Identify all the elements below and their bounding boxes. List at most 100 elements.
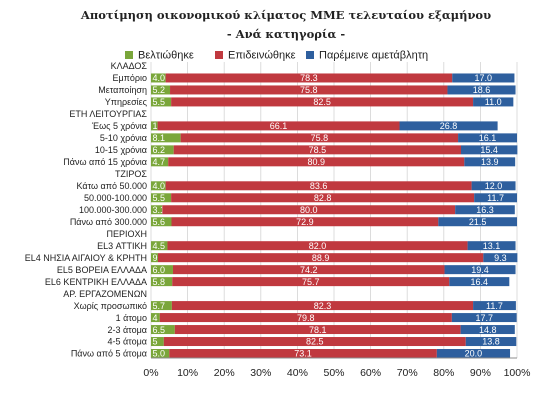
category-label: Κάτω από 50.000: [77, 181, 148, 191]
bar-segment-1: [151, 157, 169, 167]
data-label-1: 5.8: [153, 277, 166, 287]
bar-segment-2: [157, 253, 484, 263]
category-label: Εμπόριο: [112, 73, 147, 83]
category-label: 50.000-100.000: [84, 193, 147, 203]
data-label-2: 80.0: [300, 205, 318, 215]
category-label: EL4 ΝΗΣΙΑ ΑΙΓΑΙΟΥ & ΚΡΗΤΗ: [25, 253, 147, 263]
data-label-2: 82.3: [314, 301, 332, 311]
data-label-3: 26.8: [440, 121, 458, 131]
data-label-3: 19.4: [471, 265, 489, 275]
category-label: Πάνω από 300.000: [70, 217, 147, 227]
data-label-1: 3.1: [153, 205, 166, 215]
bar-segment-3: [467, 241, 516, 251]
data-label-3: 16.3: [476, 205, 494, 215]
data-label-2: 80.9: [307, 157, 325, 167]
category-label: EL5 ΒΟΡΕΙΑ ΕΛΛΑΔΑ: [57, 265, 147, 275]
x-tick-label: 0%: [143, 367, 158, 379]
bar-segment-1: [151, 145, 174, 155]
data-label-2: 88.9: [312, 253, 330, 263]
bar-segment-2: [172, 265, 445, 275]
x-tick-label: 20%: [214, 367, 235, 379]
chart-title: Αποτίμηση οικονομικού κλίματος ΜΜΕ τελευ…: [80, 8, 491, 22]
bar-segment-1: [151, 121, 158, 131]
x-tick-label: 30%: [250, 367, 271, 379]
data-label-3: 11.7: [487, 193, 504, 203]
x-tick-label: 40%: [287, 367, 308, 379]
data-label-2: 72.9: [296, 217, 314, 227]
bar-segment-3: [455, 205, 515, 215]
bar-segment-2: [162, 205, 456, 215]
bar-segment-3: [452, 73, 515, 83]
bar-segment-1: [151, 313, 160, 323]
bar-segment-1: [151, 265, 173, 275]
bar-segment-3: [464, 157, 516, 167]
x-tick-label: 100%: [504, 367, 531, 379]
data-label-1: 4.7: [153, 157, 166, 167]
category-header-label: ΕΤΗ ΛΕΙΤΟΥΡΓΙΑΣ: [69, 109, 147, 119]
x-tick-label: 50%: [323, 367, 344, 379]
category-header-label: ΚΛΑΔΟΣ: [111, 61, 148, 71]
bar-segment-2: [163, 337, 466, 347]
data-label-3: 12.0: [485, 181, 503, 191]
bar-segment-3: [460, 325, 515, 335]
data-label-2: 75.8: [311, 133, 329, 143]
category-header-label: ΠΕΡΙΟΧΗ: [106, 229, 147, 239]
data-label-2: 78.3: [300, 73, 318, 83]
data-label-1: 5.5: [153, 97, 166, 107]
bar-segment-3: [458, 133, 517, 143]
data-label-3: 21.5: [469, 217, 487, 227]
category-label: Μεταποίηση: [98, 85, 147, 95]
data-label-3: 17.7: [475, 313, 493, 323]
data-label-1: 6.2: [153, 145, 166, 155]
data-label-2: 75.7: [302, 277, 320, 287]
data-label-2: 78.5: [309, 145, 327, 155]
bar-segment-2: [171, 217, 439, 227]
x-tick-label: 80%: [433, 367, 454, 379]
category-label: Έως 5 χρόνια: [91, 121, 147, 131]
bar-segment-1: [151, 349, 170, 359]
data-label-2: 82.5: [306, 337, 324, 347]
bar-segment-1: [151, 85, 171, 95]
data-label-2: 66.1: [270, 121, 288, 131]
data-label-2: 82.8: [314, 193, 332, 203]
data-label-3: 13.9: [481, 157, 499, 167]
chart-subtitle: - Ανά κατηγορία -: [227, 27, 345, 41]
bar-segment-2: [159, 313, 452, 323]
bar-segment-1: [151, 241, 168, 251]
data-label-3: 11.7: [486, 301, 503, 311]
bar-segment-2: [165, 181, 472, 191]
bar-segment-3: [473, 97, 514, 107]
category-label: EL6 ΚΕΝΤΡΙΚΗ ΕΛΛΑΔΑ: [45, 277, 147, 287]
bar-segment-3: [449, 277, 510, 287]
legend: Βελτιώθηκε Επιδεινώθηκε Παρέμεινε αμετάβλη…: [125, 50, 428, 62]
category-label: 5-10 χρόνια: [100, 133, 147, 143]
category-label: Υπηρεσίες: [105, 97, 148, 107]
x-tick-label: 10%: [177, 367, 198, 379]
bar-segment-2: [173, 145, 462, 155]
legend-label-3: Παρέμεινε αμετάβλητη: [319, 50, 428, 62]
bar-segment-2: [171, 301, 474, 311]
bar-segment-3: [444, 265, 516, 275]
x-axis: 0% 10% 20% 30% 40% 50% 60% 70% 80% 90% 100%: [143, 357, 531, 379]
bar-segment-1: [151, 73, 166, 83]
data-label-1: 5.2: [153, 85, 166, 95]
bar-segment-1: [151, 205, 163, 215]
bar-segment-2: [170, 85, 448, 95]
data-label-3: 20.0: [465, 349, 483, 359]
data-label-1: 5.6: [153, 217, 166, 227]
bar-segment-2: [169, 349, 437, 359]
bar-segment-1: [151, 277, 173, 287]
category-label: EL3 ΑΤΤΙΚΗ: [97, 241, 147, 251]
x-tick-label: 70%: [397, 367, 418, 379]
data-label-1: 5.7: [153, 301, 166, 311]
category-label: 2-3 άτομα: [107, 325, 147, 335]
data-label-1: 8.1: [153, 133, 166, 143]
data-label-3: 13.1: [483, 241, 501, 251]
bar-segment-3: [465, 337, 517, 347]
data-label-3: 11.0: [485, 97, 502, 107]
data-label-1: 4.0: [153, 181, 166, 191]
category-label: 100.000-300.000: [79, 205, 147, 215]
data-label-3: 13.8: [482, 337, 500, 347]
bar-segment-2: [165, 73, 453, 83]
category-header-label: ΤΖΙΡΟΣ: [115, 169, 147, 179]
